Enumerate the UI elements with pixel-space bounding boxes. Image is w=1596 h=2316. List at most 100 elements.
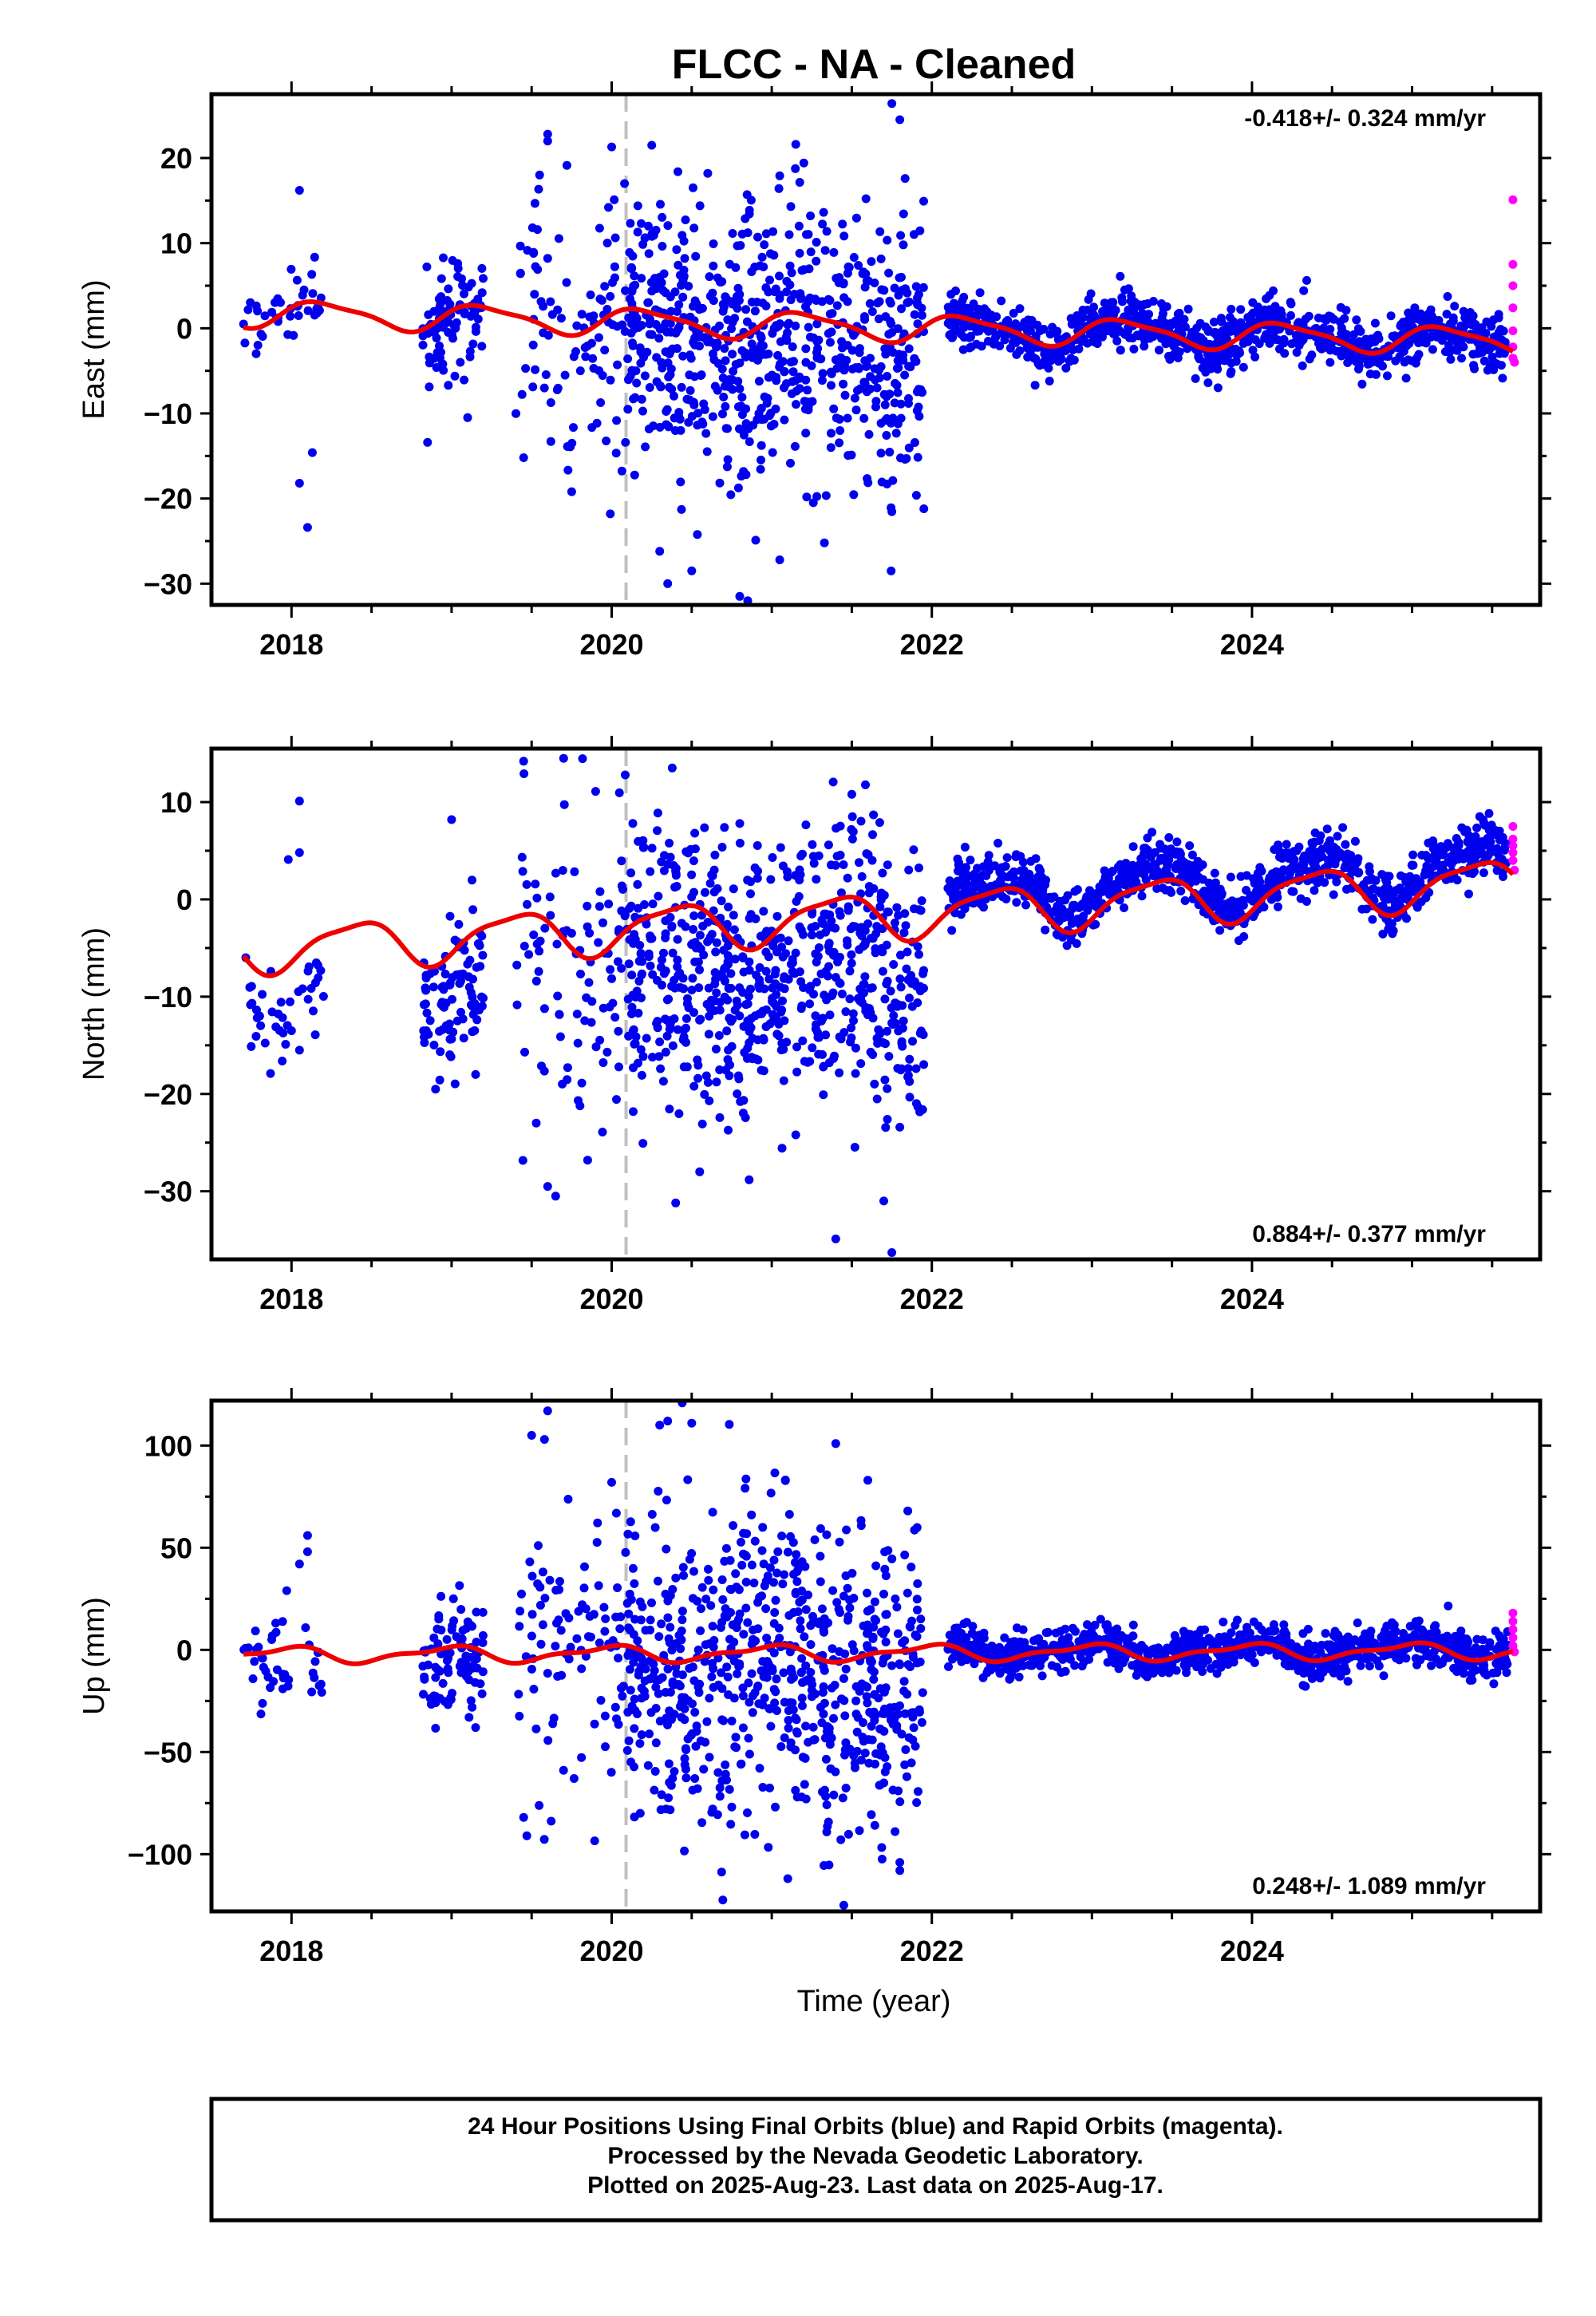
data-point xyxy=(867,257,876,267)
rapid-orbit-point xyxy=(1508,822,1518,831)
data-point xyxy=(522,1831,531,1840)
data-point xyxy=(871,397,881,406)
data-point xyxy=(856,1059,866,1069)
data-point xyxy=(595,902,604,911)
data-point xyxy=(741,305,751,314)
data-point xyxy=(882,940,891,950)
data-point xyxy=(519,453,528,462)
data-point xyxy=(735,819,745,828)
data-point xyxy=(847,958,856,968)
data-point xyxy=(435,342,444,350)
data-point xyxy=(804,322,813,332)
data-point xyxy=(567,928,576,938)
data-point xyxy=(1287,339,1297,349)
data-point xyxy=(1443,840,1452,849)
data-point xyxy=(807,1692,816,1701)
data-point xyxy=(1392,899,1401,908)
data-point xyxy=(1246,891,1256,900)
data-point xyxy=(820,1733,830,1743)
data-point xyxy=(583,901,592,911)
data-point xyxy=(1329,890,1338,899)
data-point xyxy=(827,327,836,337)
data-point xyxy=(1056,913,1065,923)
data-point xyxy=(554,234,563,243)
data-point xyxy=(635,1808,645,1818)
data-point xyxy=(531,365,540,374)
data-point xyxy=(783,1874,792,1883)
data-point xyxy=(693,957,703,966)
data-point xyxy=(577,1664,587,1674)
data-point xyxy=(1209,328,1219,338)
data-point xyxy=(869,1667,879,1677)
data-point xyxy=(613,1583,622,1592)
data-point xyxy=(896,982,906,992)
data-point xyxy=(778,861,788,871)
data-point xyxy=(1074,344,1084,354)
data-point xyxy=(260,311,270,321)
data-point xyxy=(1041,353,1051,362)
data-point xyxy=(596,398,606,407)
data-point xyxy=(808,1722,818,1732)
data-point xyxy=(274,1010,283,1018)
data-point xyxy=(583,341,592,350)
data-point xyxy=(907,1563,916,1571)
data-point xyxy=(700,333,709,342)
data-point xyxy=(693,1784,702,1793)
data-point xyxy=(659,948,668,958)
data-point xyxy=(812,256,821,266)
data-point xyxy=(805,332,815,342)
data-point xyxy=(900,1760,910,1769)
data-point xyxy=(592,418,602,428)
data-point xyxy=(1248,298,1258,307)
data-point xyxy=(538,1620,547,1630)
data-point xyxy=(468,992,477,1002)
data-point xyxy=(817,1718,827,1728)
data-point xyxy=(559,800,569,809)
data-point xyxy=(864,429,874,439)
data-point xyxy=(433,348,442,358)
data-point xyxy=(755,962,764,972)
data-point xyxy=(1319,314,1329,323)
data-point xyxy=(1199,358,1209,367)
data-point xyxy=(1171,864,1180,873)
data-point xyxy=(782,379,791,389)
data-point xyxy=(656,1064,666,1073)
data-point xyxy=(855,348,864,358)
data-point xyxy=(721,1604,730,1614)
data-point xyxy=(623,1650,633,1660)
data-point xyxy=(790,290,799,299)
data-point xyxy=(1392,886,1401,895)
data-point xyxy=(780,1570,789,1579)
data-point xyxy=(632,378,642,388)
data-point xyxy=(638,1052,648,1061)
data-point xyxy=(966,342,976,352)
data-point xyxy=(696,1014,705,1024)
data-point xyxy=(739,967,749,977)
data-point xyxy=(422,1008,432,1018)
data-point xyxy=(437,982,447,992)
data-point xyxy=(811,1011,820,1021)
data-point xyxy=(728,350,737,359)
data-point xyxy=(648,899,658,909)
data-point xyxy=(654,1675,664,1685)
data-point xyxy=(945,876,954,886)
data-point xyxy=(1029,353,1038,362)
data-point xyxy=(886,1715,895,1725)
data-point xyxy=(850,1143,859,1152)
model-fit-line xyxy=(243,298,1515,356)
data-point xyxy=(831,1439,840,1448)
data-point xyxy=(659,969,669,978)
data-point xyxy=(980,304,990,314)
data-point xyxy=(273,1665,282,1674)
data-point xyxy=(902,964,911,974)
data-point xyxy=(758,341,768,350)
data-point xyxy=(1424,854,1433,863)
data-point xyxy=(425,382,434,392)
data-point xyxy=(791,1785,800,1795)
data-point xyxy=(777,1144,787,1153)
data-point xyxy=(563,465,573,475)
data-point xyxy=(626,1595,636,1604)
data-point xyxy=(531,976,541,986)
data-point xyxy=(859,980,868,990)
data-point xyxy=(953,326,962,336)
